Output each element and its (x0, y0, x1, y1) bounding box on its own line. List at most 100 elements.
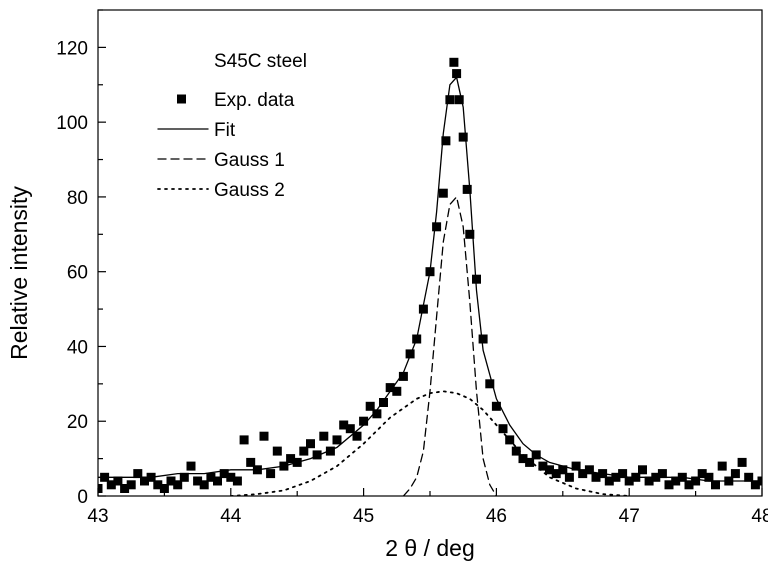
data-point (432, 222, 442, 232)
legend-entry: Exp. data (177, 90, 295, 111)
data-point (98, 484, 103, 493)
y-axis-title: Relative intensity (6, 186, 32, 360)
data-point (226, 472, 236, 482)
data-point (664, 480, 674, 490)
data-point (405, 349, 415, 359)
data-point (750, 480, 760, 490)
data-point (219, 469, 229, 479)
data-point (744, 472, 754, 482)
data-point (445, 95, 455, 105)
data-point (372, 409, 382, 419)
data-point (564, 472, 574, 482)
legend-entry: Gauss 2 (157, 180, 285, 201)
data-point (591, 472, 601, 482)
data-point (385, 383, 395, 393)
data-point (638, 465, 647, 475)
data-point (618, 469, 628, 479)
data-point (259, 431, 269, 441)
data-point (518, 454, 528, 464)
legend-entry: Fit (157, 120, 236, 141)
data-point (491, 401, 501, 411)
data-point (126, 480, 136, 490)
data-point (365, 401, 375, 411)
data-point (199, 480, 209, 490)
data-point (159, 484, 169, 493)
data-point (312, 450, 322, 460)
x-tick-label: 44 (220, 506, 242, 527)
data-point (193, 476, 203, 486)
legend: S45C steel Exp. data Fit Gauss 1 Gauss 2 (157, 51, 307, 201)
data-point (392, 386, 402, 396)
legend-entry: Gauss 1 (157, 150, 285, 171)
data-point (644, 476, 654, 486)
data-point (239, 435, 249, 445)
legend-label: Fit (214, 120, 236, 141)
data-point (352, 431, 362, 441)
data-point (691, 476, 701, 486)
data-point (441, 136, 451, 146)
data-point (704, 472, 714, 482)
data-point (339, 420, 349, 430)
data-point (498, 424, 508, 434)
data-point (478, 334, 488, 344)
data-point (153, 480, 163, 490)
data-point (345, 424, 355, 434)
data-point (232, 476, 242, 486)
data-point (306, 439, 315, 449)
data-point (173, 480, 183, 490)
data-point (206, 472, 216, 482)
data-point (624, 476, 634, 486)
data-point (730, 469, 740, 479)
x-tick-label: 47 (619, 506, 640, 527)
data-point (179, 472, 189, 482)
legend-label: Gauss 1 (214, 150, 285, 171)
x-tick-label: 48 (751, 506, 768, 527)
data-point (266, 469, 276, 479)
data-point (140, 476, 149, 486)
data-point (465, 229, 475, 239)
data-point (246, 457, 256, 467)
data-point (558, 465, 568, 475)
plot-area (98, 57, 762, 496)
data-point (418, 304, 428, 314)
series-line-gauss-2 (229, 390, 631, 496)
data-point (584, 465, 594, 475)
data-point (462, 184, 472, 194)
data-point (571, 461, 581, 471)
y-tick-label: 120 (56, 38, 88, 59)
data-point (186, 461, 196, 471)
data-point (578, 469, 588, 479)
y-tick-label: 20 (67, 412, 88, 433)
data-point (711, 480, 720, 490)
data-point (166, 476, 176, 486)
y-tick-label: 80 (67, 188, 88, 209)
data-point (272, 446, 282, 456)
data-point (458, 132, 468, 142)
data-point (551, 469, 561, 479)
legend-title: S45C steel (214, 51, 307, 72)
data-point (717, 461, 727, 471)
axes: 43 44 45 46 47 48 0 20 40 60 80 100 120 (56, 9, 768, 527)
y-tick-label: 0 (77, 487, 88, 508)
data-point (438, 188, 448, 198)
data-point (106, 480, 116, 490)
data-point (611, 472, 621, 482)
data-point (538, 461, 548, 471)
data-point (511, 446, 521, 456)
data-point (671, 476, 681, 486)
legend-label: Gauss 2 (214, 180, 285, 201)
y-tick-label: 100 (56, 113, 88, 134)
data-point (332, 435, 342, 445)
x-tick-label: 46 (486, 506, 507, 527)
data-point (299, 446, 309, 456)
data-point (684, 480, 694, 490)
data-point (133, 469, 143, 479)
data-point (120, 484, 130, 493)
data-point (545, 465, 554, 475)
data-point (449, 57, 459, 67)
data-point (604, 476, 614, 486)
plot-frame (97, 9, 763, 497)
data-point (286, 454, 296, 464)
x-tick-label: 45 (353, 506, 374, 527)
